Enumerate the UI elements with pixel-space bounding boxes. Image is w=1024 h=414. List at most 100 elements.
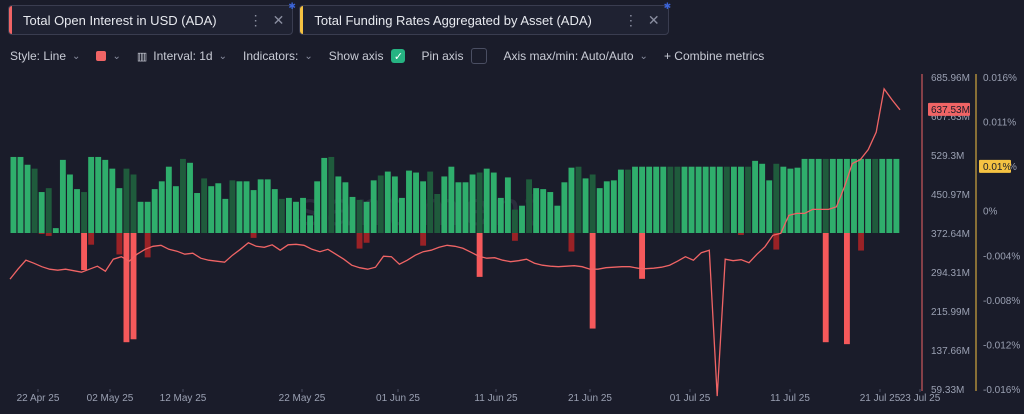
funding-bar-positive: [243, 181, 250, 233]
funding-bar-positive: [490, 172, 497, 233]
funding-bar-positive: [540, 189, 547, 233]
axis-maxmin-dropdown[interactable]: Axis max/min: Auto/Auto ⌄: [503, 49, 647, 63]
right-axis-tick: 0.016%: [983, 73, 1017, 84]
right-axis-tick: -0.008%: [983, 296, 1020, 307]
funding-bar-positive: [116, 188, 123, 233]
vertical-dots-icon[interactable]: ⋮: [623, 11, 638, 28]
tab-funding-rates-label: Total Funding Rates Aggregated by Asset …: [314, 12, 592, 28]
funding-bar-positive: [398, 197, 405, 233]
x-axis-tick: 02 May 25: [87, 393, 134, 404]
tab-funding-rates[interactable]: Total Funding Rates Aggregated by Asset …: [299, 2, 671, 35]
chevron-down-icon: ⌄: [639, 50, 648, 62]
funding-bar-positive: [45, 188, 52, 233]
show-axis-label: Show axis: [328, 49, 384, 63]
funding-bar-positive: [723, 166, 730, 233]
funding-bar-positive: [738, 166, 744, 233]
interval-dropdown[interactable]: ▥ Interval: 1d ⌄: [137, 49, 227, 63]
left-axis-tick: 59.33M: [931, 385, 964, 396]
indicators-label: Indicators:: [243, 49, 299, 63]
color-dropdown[interactable]: ⌄: [96, 50, 121, 62]
chevron-down-icon: ⌄: [112, 50, 121, 62]
funding-bar-positive: [74, 189, 80, 233]
funding-bar-positive: [512, 209, 518, 233]
left-axis-tick: 372.64M: [931, 229, 970, 240]
funding-bar-positive: [822, 158, 829, 233]
funding-bar-positive: [123, 168, 130, 233]
close-icon[interactable]: ✕: [647, 11, 660, 28]
funding-bar-positive: [59, 159, 66, 233]
funding-bar-positive: [24, 164, 31, 233]
chevron-down-icon: ⌄: [218, 50, 227, 62]
funding-bar-negative: [738, 233, 744, 235]
style-label: Style: Line: [10, 49, 67, 63]
indicators-dropdown[interactable]: Indicators: ⌄: [243, 49, 313, 63]
funding-bar-positive: [250, 190, 257, 233]
pin-axis-toggle[interactable]: Pin axis: [421, 48, 488, 64]
style-dropdown[interactable]: Style: Line ⌄: [10, 49, 80, 63]
funding-bar-positive: [391, 176, 398, 233]
funding-bar-positive: [335, 176, 342, 233]
funding-bar-positive: [808, 158, 815, 233]
funding-bar-positive: [130, 174, 137, 233]
funding-bar-positive: [285, 197, 292, 233]
funding-bar-positive: [109, 168, 116, 233]
show-axis-toggle[interactable]: Show axis ✓: [329, 49, 406, 63]
funding-bar-positive: [709, 166, 716, 233]
funding-bar-positive: [872, 158, 879, 233]
funding-bar-positive: [300, 197, 306, 233]
funding-bar-positive: [568, 167, 575, 233]
x-axis-tick: 12 May 25: [160, 393, 207, 404]
funding-bar-positive: [271, 189, 278, 233]
combine-metrics-button[interactable]: + Combine metrics: [664, 49, 764, 63]
funding-bar-positive: [858, 158, 864, 233]
funding-bar-positive: [328, 156, 335, 233]
metric-tabs: Total Open Interest in USD (ADA) ⋮ ✕ ✱ T…: [8, 2, 671, 37]
funding-bar-negative: [81, 233, 87, 271]
x-axis-tick: 01 Jul 25: [670, 393, 711, 404]
funding-bar-positive: [766, 180, 773, 233]
funding-bar-positive: [144, 201, 151, 233]
funding-bar-positive: [321, 157, 328, 233]
right-axis-tick: 0.011%: [983, 118, 1016, 129]
funding-bar-positive: [554, 205, 561, 233]
funding-bar-positive: [88, 156, 95, 233]
vertical-dots-icon[interactable]: ⋮: [248, 11, 263, 28]
funding-bar-positive: [377, 175, 384, 233]
funding-bar-positive: [653, 166, 660, 233]
funding-bar-positive: [151, 189, 158, 233]
left-axis-current-badge: [928, 102, 970, 116]
funding-bar-positive: [801, 158, 808, 233]
funding-bar-positive: [165, 166, 172, 233]
pin-axis-checkbox[interactable]: [471, 48, 488, 64]
tab-open-interest[interactable]: Total Open Interest in USD (ADA) ⋮ ✕ ✱: [8, 2, 296, 35]
funding-bar-positive: [893, 158, 900, 233]
funding-bar-positive: [469, 174, 476, 233]
funding-bar-negative: [568, 233, 575, 252]
funding-bar-positive: [384, 171, 391, 233]
funding-bar-positive: [278, 198, 285, 233]
funding-bar-positive: [617, 169, 624, 233]
funding-bar-positive: [695, 166, 702, 233]
funding-bar-positive: [455, 182, 462, 233]
check-icon[interactable]: ✓: [391, 49, 406, 63]
funding-bar-positive: [547, 192, 554, 233]
close-icon[interactable]: ✕: [272, 11, 285, 28]
funding-bar-positive: [307, 215, 314, 233]
axis-maxmin-label: Axis max/min: Auto/Auto: [503, 49, 634, 63]
funding-bar-positive: [81, 192, 87, 233]
left-axis: 685.96M 607.63M 529.3M 450.97M 372.64M 294.31…: [921, 73, 970, 396]
calendar-icon: ▥: [136, 50, 148, 63]
funding-bar-negative: [639, 233, 646, 279]
tab-open-interest-label: Total Open Interest in USD (ADA): [23, 12, 217, 28]
open-interest-line: [9, 87, 901, 397]
x-axis-tick: 11 Jun 25: [474, 393, 518, 404]
funding-bar-positive: [794, 167, 801, 233]
x-axis-tick: 21 Jul 25: [860, 393, 901, 404]
x-axis-tick: 01 Jun 25: [376, 393, 420, 404]
chart-toolbar: Style: Line ⌄ ⌄ ▥ Interval: 1d ⌄ Indicators…: [10, 45, 1014, 67]
funding-bar-positive: [229, 180, 236, 233]
funding-bar-positive: [187, 162, 193, 233]
right-axis-tick: 0%: [983, 207, 998, 218]
funding-bar-positive: [886, 158, 893, 233]
funding-bar-positive: [406, 170, 412, 233]
